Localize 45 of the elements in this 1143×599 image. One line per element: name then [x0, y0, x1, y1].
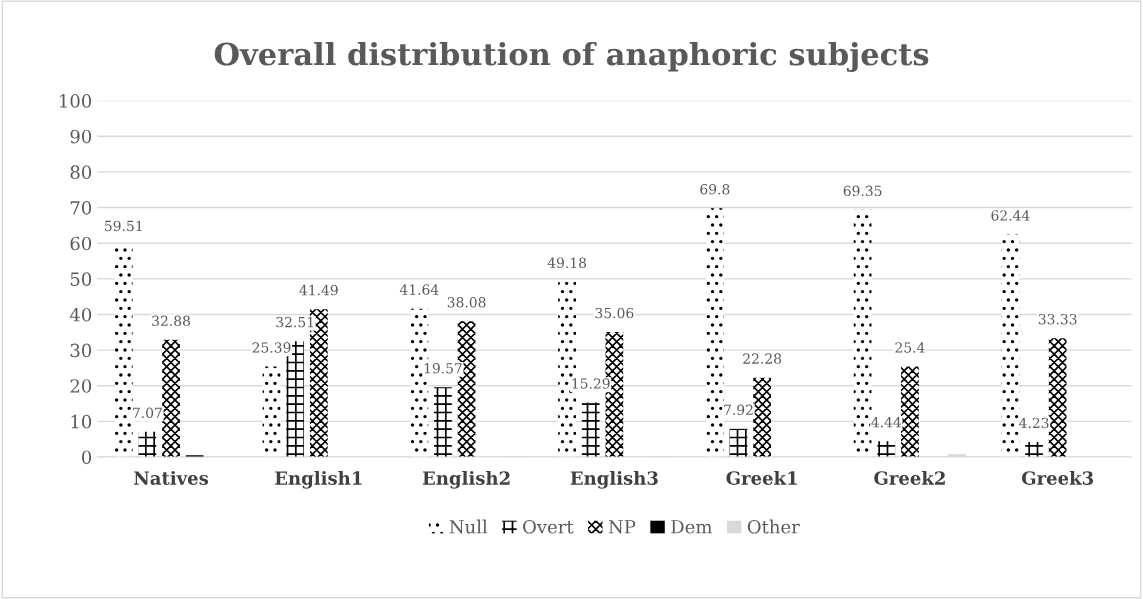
legend-label: Overt — [523, 519, 574, 534]
data-label: 49.18 — [547, 257, 587, 268]
data-label: 35.06 — [595, 307, 634, 319]
data-label: 41.49 — [299, 284, 338, 296]
y-tick-label: 100 — [60, 94, 92, 108]
legend-label: Other — [747, 519, 800, 534]
y-tick-label: 30 — [70, 343, 92, 358]
data-label: 32.51 — [276, 316, 314, 328]
data-label: 32.88 — [152, 315, 190, 327]
data-label: 15.29 — [572, 378, 610, 389]
x-tick-label: Greek1 — [726, 470, 797, 485]
data-label: 62.44 — [991, 210, 1030, 221]
y-tick-label: 80 — [70, 165, 92, 180]
data-label: 69.35 — [843, 185, 882, 197]
y-tick-label: 70 — [70, 201, 92, 215]
y-tick-label: 60 — [70, 236, 92, 251]
x-tick-label: English3 — [570, 470, 658, 489]
data-label: 4.44 — [871, 416, 902, 428]
x-tick-label: English2 — [422, 470, 510, 489]
data-label: 25.39 — [252, 342, 291, 353]
y-tick-label: 20 — [70, 379, 92, 393]
y-tick-label: 90 — [70, 129, 92, 144]
x-tick-label: Greek2 — [874, 470, 945, 485]
chart-title: Overall distribution of anaphoric subjects — [214, 41, 929, 72]
data-label: 22.28 — [743, 353, 782, 364]
x-tick-label: Natives — [134, 470, 209, 485]
data-label: 7.07 — [133, 407, 162, 419]
data-label: 4.23 — [1019, 417, 1049, 429]
x-tick-label: English1 — [275, 470, 362, 489]
x-tick-label: Greek3 — [1021, 470, 1094, 485]
data-label: 7.92 — [724, 404, 753, 416]
y-tick-label: 10 — [71, 414, 92, 429]
legend-label: Dem — [671, 520, 712, 534]
legend-label: NP — [608, 520, 636, 534]
data-label: 38.08 — [447, 297, 486, 308]
data-label: 59.51 — [105, 220, 142, 232]
y-tick-label: 0 — [82, 450, 92, 465]
legend-label: Null — [449, 519, 488, 534]
y-tick-label: 50 — [70, 272, 92, 286]
data-label: 19.57 — [424, 362, 462, 374]
data-label: 33.33 — [1038, 313, 1077, 325]
data-label: 69.8 — [700, 183, 730, 195]
data-label: 41.64 — [399, 284, 439, 295]
data-label: 25.4 — [895, 342, 925, 353]
y-tick-label: 40 — [69, 307, 92, 322]
